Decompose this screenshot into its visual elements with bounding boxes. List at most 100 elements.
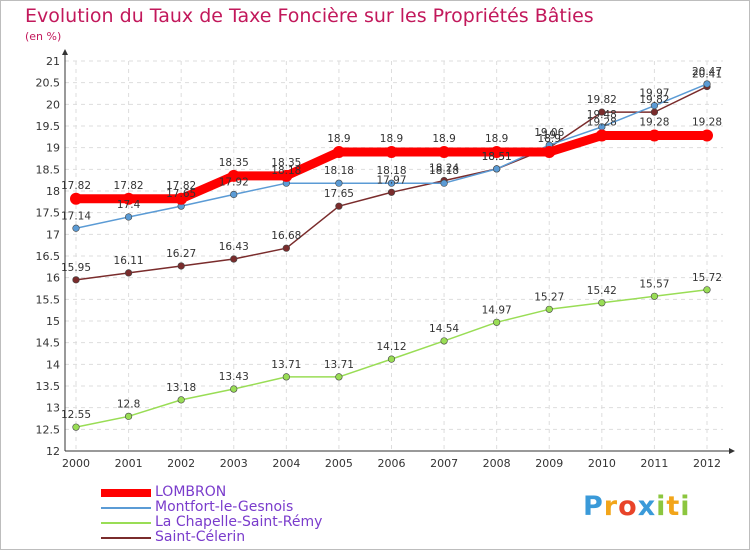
data-point-chapelle: [230, 385, 238, 393]
legend-label-celerin: Saint-Célerin: [155, 529, 246, 545]
legend-label-lombron: LOMBRON: [155, 484, 227, 500]
data-point-chapelle: [177, 396, 185, 404]
data-label-chapelle: 15.57: [639, 278, 669, 290]
data-point-montfort: [335, 179, 343, 187]
data-point-celerin: [124, 269, 133, 277]
data-label-lombron: 18.9: [432, 133, 455, 145]
data-point-celerin: [177, 262, 185, 270]
data-point-chapelle: [493, 318, 501, 326]
data-label-montfort: 18.18: [376, 165, 406, 177]
data-point-lombron: [385, 146, 398, 158]
logo-letter: i: [656, 491, 667, 522]
data-point-lombron: [227, 169, 240, 182]
data-point-lombron: [122, 192, 135, 205]
data-point-chapelle: [124, 412, 133, 420]
data-point-lombron: [280, 169, 293, 182]
data-point-lombron: [332, 146, 345, 158]
data-label-chapelle: 15.27: [534, 291, 564, 303]
data-label-lombron: 17.82: [114, 180, 144, 192]
y-tick-label: 17: [46, 228, 60, 241]
data-label-montfort: 19.48: [587, 109, 617, 121]
x-axis-arrow: [729, 448, 735, 454]
data-label-montfort: 20.47: [692, 66, 722, 78]
data-point-lombron: [648, 129, 661, 142]
data-label-lombron: 18.9: [380, 133, 403, 145]
data-label-celerin: 19: [543, 130, 556, 142]
data-label-lombron: 19.28: [587, 117, 617, 129]
logo-letter: i: [680, 491, 691, 522]
data-label-montfort: 19.97: [639, 88, 669, 100]
data-label-chapelle: 13.43: [219, 371, 249, 383]
logo-letter: t: [666, 491, 681, 522]
x-tick-label: 2000: [62, 457, 90, 470]
logo-letter: x: [637, 491, 657, 522]
x-tick-label: 2005: [325, 457, 353, 470]
data-point-lombron: [595, 129, 608, 142]
x-tick-label: 2007: [430, 457, 458, 470]
data-point-chapelle: [598, 299, 606, 307]
data-label-montfort: 19.06: [534, 127, 564, 139]
x-tick-label: 2003: [220, 457, 248, 470]
data-label-celerin: 17.65: [324, 188, 354, 200]
data-point-lombron: [175, 192, 188, 205]
data-label-celerin: 16.27: [166, 248, 196, 260]
y-tick-label: 13: [46, 402, 60, 415]
legend-swatch-celerin: [101, 537, 151, 539]
data-point-chapelle: [650, 292, 659, 300]
data-label-chapelle: 13.18: [166, 382, 196, 394]
x-tick-label: 2010: [588, 457, 616, 470]
data-point-celerin: [72, 276, 80, 284]
legend-label-chapelle: La Chapelle-Saint-Rémy: [155, 514, 323, 530]
legend-swatch-montfort: [101, 507, 151, 509]
y-tick-label: 21: [46, 55, 60, 68]
y-tick-label: 18.5: [36, 163, 61, 176]
x-tick-label: 2009: [535, 457, 563, 470]
data-point-celerin: [650, 108, 659, 116]
data-point-chapelle: [440, 337, 448, 345]
y-axis-arrow: [62, 49, 68, 55]
data-point-lombron: [438, 146, 451, 158]
data-label-montfort: 17.4: [117, 199, 141, 211]
x-tick-label: 2006: [378, 457, 406, 470]
data-point-montfort: [703, 80, 711, 88]
y-tick-label: 20.5: [36, 77, 61, 90]
data-point-celerin: [598, 108, 606, 116]
data-label-chapelle: 12.8: [117, 398, 140, 410]
y-tick-label: 15.5: [36, 293, 61, 306]
logo-letter: P: [583, 491, 604, 522]
data-label-celerin: 16.11: [114, 255, 144, 267]
data-point-celerin: [282, 244, 290, 252]
data-label-chapelle: 15.72: [692, 272, 722, 284]
logo-letter: r: [603, 491, 619, 522]
y-axis-unit: (en %): [25, 30, 62, 43]
data-label-chapelle: 14.54: [429, 323, 459, 335]
y-tick-label: 14: [46, 358, 60, 371]
data-label-lombron: 18.9: [327, 133, 350, 145]
y-tick-label: 12: [46, 445, 60, 458]
data-point-montfort: [124, 213, 133, 221]
data-label-montfort: 17.92: [219, 176, 249, 188]
data-label-lombron: 19.28: [639, 117, 669, 129]
data-label-montfort: 18.18: [324, 165, 354, 177]
data-label-montfort: 17.65: [166, 188, 196, 200]
y-tick-label: 13.5: [36, 380, 61, 393]
data-label-montfort: 18.18: [429, 165, 459, 177]
y-tick-label: 17.5: [36, 207, 61, 220]
data-label-chapelle: 14.97: [482, 304, 512, 316]
data-point-chapelle: [703, 286, 711, 294]
data-point-lombron: [70, 192, 82, 205]
data-point-chapelle: [282, 373, 290, 381]
data-point-montfort: [493, 165, 501, 173]
data-label-celerin: 16.68: [271, 230, 301, 242]
data-label-lombron: 19.28: [692, 117, 722, 129]
data-point-lombron: [490, 146, 503, 158]
data-label-montfort: 18.51: [482, 151, 512, 163]
logo-letter: o: [618, 491, 638, 522]
x-tick-label: 2002: [167, 457, 195, 470]
x-tick-label: 2008: [483, 457, 511, 470]
data-label-montfort: 17.14: [61, 210, 91, 222]
data-label-montfort: 18.18: [271, 165, 301, 177]
data-label-chapelle: 15.42: [587, 285, 617, 297]
data-label-chapelle: 14.12: [376, 341, 406, 353]
